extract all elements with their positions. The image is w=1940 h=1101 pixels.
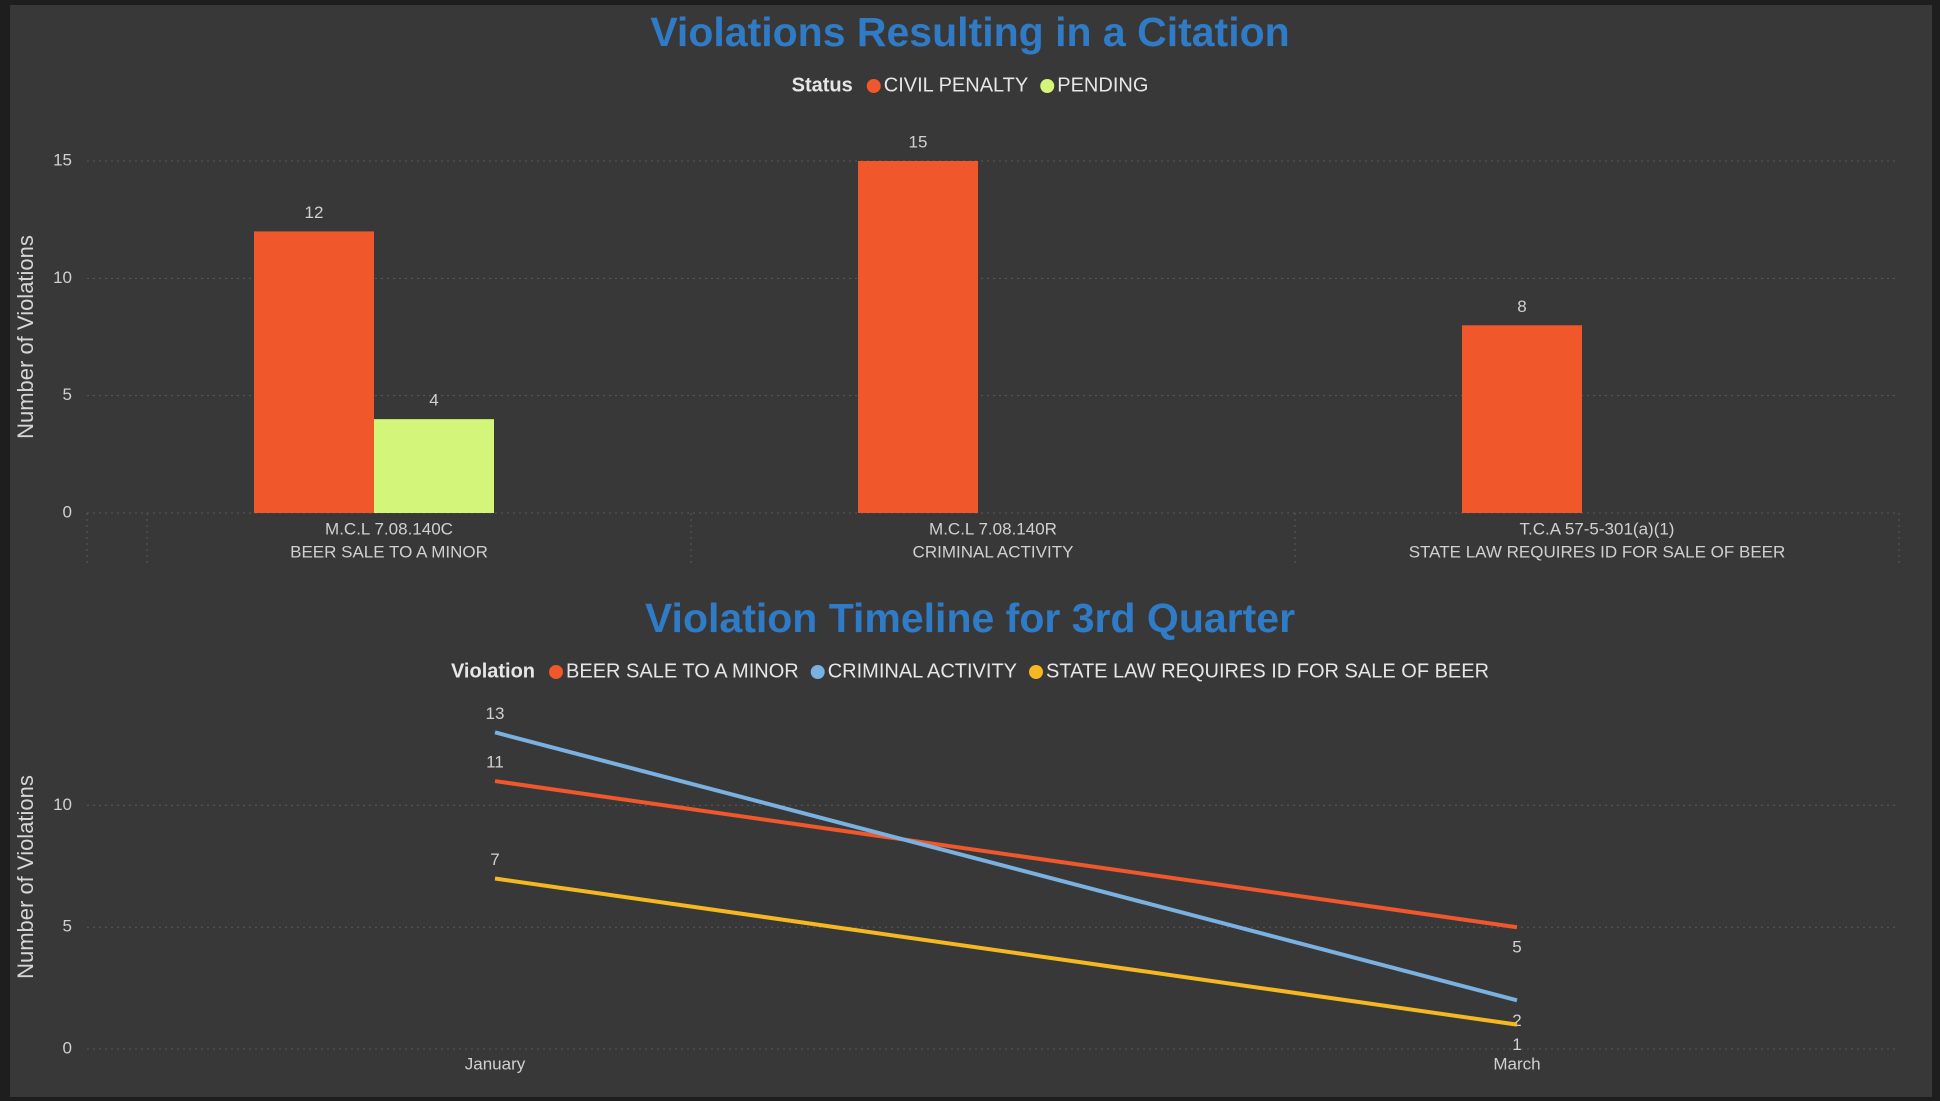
y-tick-label: 0 (63, 502, 72, 521)
chart-title: Violation Timeline for 3rd Quarter (645, 595, 1295, 641)
legend-label: BEER SALE TO A MINOR (566, 660, 799, 682)
data-label: 4 (429, 391, 438, 410)
data-label: 2 (1512, 1011, 1521, 1030)
legend-marker (1040, 79, 1055, 93)
y-tick-label: 0 (63, 1038, 72, 1057)
legend-title: Violation (451, 660, 535, 682)
legend-title: Status (792, 74, 853, 96)
bar (1462, 325, 1582, 513)
legend-label: CRIMINAL ACTIVITY (828, 660, 1017, 682)
data-label: 8 (1517, 297, 1526, 316)
chart-title: Violations Resulting in a Citation (650, 9, 1289, 55)
y-tick-label: 10 (53, 268, 72, 287)
x-tick-label: January (465, 1054, 526, 1073)
legend: Violation BEER SALE TO A MINOR CRIMINAL AC… (451, 660, 1489, 682)
data-label: 5 (1512, 938, 1521, 957)
x-tick-label: CRIMINAL ACTIVITY (913, 542, 1074, 561)
data-label: 7 (490, 850, 499, 869)
y-tick-label: 5 (63, 917, 72, 936)
x-tick-label: M.C.L 7.08.140R (929, 519, 1057, 538)
data-label: 1 (1512, 1035, 1521, 1054)
x-tick-label: March (1493, 1054, 1540, 1073)
data-label: 13 (486, 704, 505, 723)
legend-marker (549, 665, 564, 679)
y-tick-label: 5 (63, 385, 72, 404)
line-series (494, 779, 1518, 930)
data-label: 11 (486, 753, 504, 772)
x-tick-label: T.C.A 57-5-301(a)(1) (1520, 519, 1675, 538)
x-tick-label: M.C.L 7.08.140C (325, 519, 453, 538)
line-series (494, 730, 1518, 1003)
line-series (494, 876, 1518, 1027)
bar (858, 161, 978, 513)
legend-marker (866, 79, 881, 93)
data-label: 12 (305, 203, 324, 222)
bar (374, 419, 494, 513)
legend: Status CIVIL PENALTY PENDING (792, 74, 1149, 96)
legend-label: CIVIL PENALTY (884, 74, 1029, 96)
x-tick-label: BEER SALE TO A MINOR (290, 542, 488, 561)
x-tick-label: STATE LAW REQUIRES ID FOR SALE OF BEER (1409, 542, 1786, 561)
legend-label: STATE LAW REQUIRES ID FOR SALE OF BEER (1046, 660, 1489, 682)
y-tick-label: 15 (53, 150, 72, 169)
legend-marker (1029, 665, 1044, 679)
y-tick-label: 10 (53, 795, 72, 814)
y-axis-title: Number of Violations (13, 235, 38, 439)
bar (254, 231, 374, 513)
data-label: 15 (909, 132, 928, 151)
legend-marker (810, 665, 825, 679)
y-axis-title: Number of Violations (13, 775, 38, 979)
legend-label: PENDING (1057, 74, 1148, 96)
